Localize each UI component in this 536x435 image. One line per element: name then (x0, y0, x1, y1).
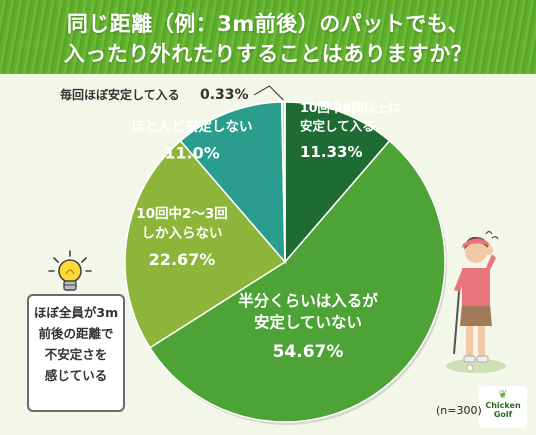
slice-label: 10回中8回以上は (300, 100, 402, 115)
golfer-illustration (440, 228, 512, 378)
slice-label: 安定していない (254, 313, 362, 332)
slice-label: しか入らない (142, 226, 223, 242)
callout-line: 前後の距離で (33, 323, 119, 344)
slice-label: 10回中2〜3回 (136, 205, 228, 222)
slice-percent: 11.33% (300, 143, 362, 161)
leader-line (254, 86, 283, 100)
sample-size-label: (n=300) (436, 404, 482, 417)
slice-percent: 11.0% (164, 144, 220, 163)
chicken-golf-logo: ❦ Chicken Golf (479, 386, 527, 428)
slice-label: 毎回ほぼ安定して入る (60, 87, 180, 102)
slice-percent: 22.67% (149, 250, 216, 269)
slice-label: 半分くらいは入るが (238, 291, 378, 310)
slice-label: 安定して入る (300, 119, 375, 134)
lightbulb-icon (48, 250, 92, 298)
callout-box: ほぼ全員が3m 前後の距離で 不安定さを 感じている (27, 294, 125, 412)
callout-line: ほぼ全員が3m (33, 302, 119, 323)
logo-text: Golf (479, 410, 527, 419)
callout-line: 感じている (33, 365, 119, 386)
logo-text: Chicken (479, 401, 527, 410)
sprout-icon: ❦ (479, 388, 527, 401)
slice-percent: 54.67% (273, 342, 344, 362)
slice-percent: 0.33% (200, 87, 249, 103)
slice-label: ほとんど安定しない (131, 118, 252, 135)
callout-line: 不安定さを (33, 344, 119, 365)
